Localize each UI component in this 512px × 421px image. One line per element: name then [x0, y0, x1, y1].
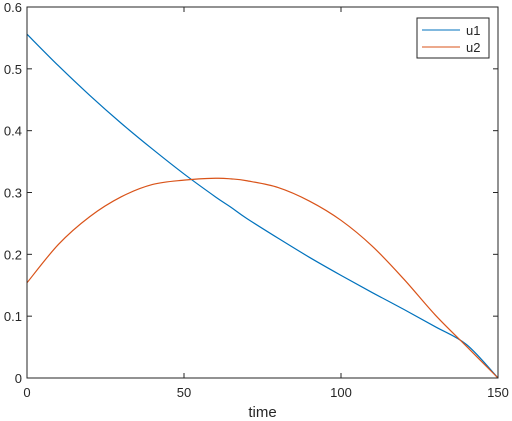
legend-label-u1: u1: [466, 23, 480, 38]
x-axis-label: time: [248, 404, 276, 421]
x-tick-label: 0: [23, 385, 30, 400]
legend: u1 u2: [416, 17, 490, 59]
y-tick-label: 0.5: [4, 62, 22, 77]
y-tick-label: 0.4: [4, 124, 22, 139]
y-tick-label: 0.1: [4, 309, 22, 324]
y-tick-label: 0.3: [4, 186, 22, 201]
legend-box: [416, 17, 490, 59]
x-tick-label: 50: [177, 385, 191, 400]
y-tick-label: 0.2: [4, 247, 22, 262]
ticks-layer: 0 50 100 150 0 0.1 0.2 0.3 0.4 0.5 0.6: [4, 0, 509, 400]
legend-label-u2: u2: [466, 40, 480, 55]
series-layer: [26, 33, 499, 379]
x-tick-label: 100: [330, 385, 352, 400]
series-line-u1: [26, 33, 499, 379]
series-line-u2: [26, 177, 499, 379]
y-tick-label: 0: [15, 371, 22, 386]
x-tick-label: 150: [487, 385, 509, 400]
y-tick-label: 0.6: [4, 0, 22, 15]
